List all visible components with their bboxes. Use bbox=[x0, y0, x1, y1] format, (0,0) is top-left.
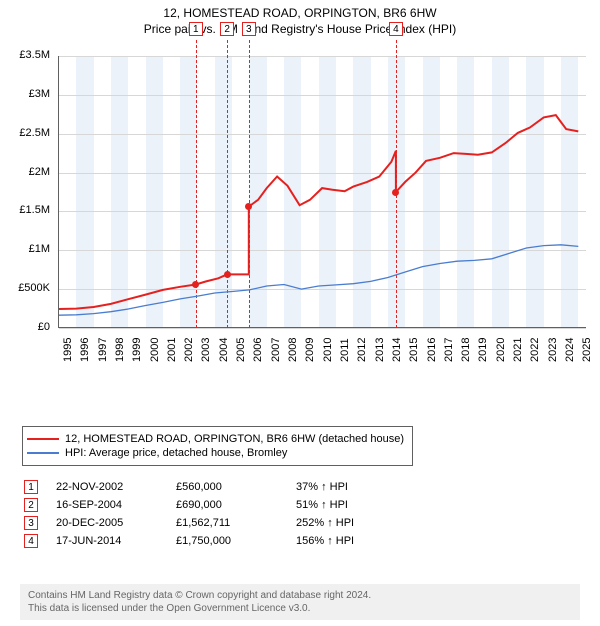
x-axis-label: 2007 bbox=[270, 338, 282, 362]
transaction-price: £1,562,711 bbox=[176, 517, 296, 529]
transaction-marker: 2 bbox=[24, 498, 38, 512]
plot-region: 1234 bbox=[58, 56, 586, 328]
marker-label: 1 bbox=[189, 22, 203, 36]
footer-line-1: Contains HM Land Registry data © Crown c… bbox=[28, 589, 572, 602]
marker-label: 4 bbox=[389, 22, 403, 36]
x-axis-label: 2006 bbox=[252, 338, 264, 362]
transaction-price: £1,750,000 bbox=[176, 535, 296, 547]
x-axis-label: 2003 bbox=[200, 338, 212, 362]
y-axis-label: £1M bbox=[8, 243, 50, 255]
chart-area: 1234 £0 £500K £1M £1.5M £2M £2.5M £3M £3.5M 1995… bbox=[8, 52, 592, 372]
legend-item: 12, HOMESTEAD ROAD, ORPINGTON, BR6 6HW (… bbox=[27, 433, 404, 445]
transaction-pct: 156% ↑ HPI bbox=[296, 535, 416, 547]
table-row: 4 17-JUN-2014£1,750,000156% ↑ HPI bbox=[24, 532, 580, 550]
y-axis-label: £3.5M bbox=[8, 49, 50, 61]
legend-label: 12, HOMESTEAD ROAD, ORPINGTON, BR6 6HW (… bbox=[65, 433, 404, 445]
table-row: 3 20-DEC-2005£1,562,711252% ↑ HPI bbox=[24, 514, 580, 532]
page-subtitle: Price paid vs. HM Land Registry's House … bbox=[0, 22, 600, 36]
x-axis-label: 2005 bbox=[235, 338, 247, 362]
x-axis-label: 2008 bbox=[287, 338, 299, 362]
x-axis-label: 2019 bbox=[477, 338, 489, 362]
x-axis-label: 2017 bbox=[443, 338, 455, 362]
transaction-pct: 252% ↑ HPI bbox=[296, 517, 416, 529]
legend-label: HPI: Average price, detached house, Brom… bbox=[65, 447, 287, 459]
x-axis-label: 2009 bbox=[304, 338, 316, 362]
x-axis-label: 2016 bbox=[426, 338, 438, 362]
table-row: 2 16-SEP-2004£690,00051% ↑ HPI bbox=[24, 496, 580, 514]
series-line bbox=[59, 115, 578, 309]
transaction-date: 16-SEP-2004 bbox=[56, 499, 176, 511]
x-axis-label: 2004 bbox=[218, 338, 230, 362]
x-axis-label: 2022 bbox=[529, 338, 541, 362]
legend-swatch bbox=[27, 438, 59, 440]
transaction-marker: 1 bbox=[24, 480, 38, 494]
transaction-date: 17-JUN-2014 bbox=[56, 535, 176, 547]
x-axis-label: 1998 bbox=[114, 338, 126, 362]
x-axis-label: 2002 bbox=[183, 338, 195, 362]
y-axis-label: £2M bbox=[8, 166, 50, 178]
x-axis-label: 2013 bbox=[374, 338, 386, 362]
series-svg bbox=[59, 56, 587, 328]
legend-box: 12, HOMESTEAD ROAD, ORPINGTON, BR6 6HW (… bbox=[22, 426, 413, 466]
marker-label: 2 bbox=[220, 22, 234, 36]
y-axis-label: £500K bbox=[8, 282, 50, 294]
transaction-price: £690,000 bbox=[176, 499, 296, 511]
x-axis-label: 2021 bbox=[512, 338, 524, 362]
x-axis-label: 2018 bbox=[460, 338, 472, 362]
transaction-date: 20-DEC-2005 bbox=[56, 517, 176, 529]
x-axis-label: 2010 bbox=[322, 338, 334, 362]
footer-attribution: Contains HM Land Registry data © Crown c… bbox=[20, 584, 580, 620]
y-axis-label: £2.5M bbox=[8, 127, 50, 139]
sale-point bbox=[224, 271, 231, 278]
x-axis-label: 2023 bbox=[547, 338, 559, 362]
y-axis-label: £3M bbox=[8, 88, 50, 100]
transaction-marker: 3 bbox=[24, 516, 38, 530]
transactions-table: 1 22-NOV-2002£560,00037% ↑ HPI 2 16-SEP-200… bbox=[22, 476, 582, 552]
x-axis-label: 1999 bbox=[131, 338, 143, 362]
y-axis-label: £1.5M bbox=[8, 204, 50, 216]
transaction-pct: 51% ↑ HPI bbox=[296, 499, 416, 511]
marker-label: 3 bbox=[242, 22, 256, 36]
footer-line-2: This data is licensed under the Open Gov… bbox=[28, 602, 572, 615]
x-axis-label: 2000 bbox=[149, 338, 161, 362]
sale-point bbox=[392, 189, 399, 196]
series-line bbox=[59, 245, 578, 315]
legend-item: HPI: Average price, detached house, Brom… bbox=[27, 447, 404, 459]
x-axis-label: 1997 bbox=[97, 338, 109, 362]
page-title: 12, HOMESTEAD ROAD, ORPINGTON, BR6 6HW bbox=[0, 6, 600, 20]
x-axis-label: 2020 bbox=[495, 338, 507, 362]
x-axis-label: 2024 bbox=[564, 338, 576, 362]
x-axis-label: 1996 bbox=[79, 338, 91, 362]
x-axis-label: 2001 bbox=[166, 338, 178, 362]
transaction-pct: 37% ↑ HPI bbox=[296, 481, 416, 493]
table-row: 1 22-NOV-2002£560,00037% ↑ HPI bbox=[24, 478, 580, 496]
transaction-price: £560,000 bbox=[176, 481, 296, 493]
gridline bbox=[59, 328, 586, 329]
transaction-marker: 4 bbox=[24, 534, 38, 548]
y-axis-label: £0 bbox=[8, 321, 50, 333]
x-axis-label: 2015 bbox=[408, 338, 420, 362]
transaction-date: 22-NOV-2002 bbox=[56, 481, 176, 493]
x-axis-label: 2025 bbox=[581, 338, 593, 362]
x-axis-label: 1995 bbox=[62, 338, 74, 362]
legend-swatch bbox=[27, 452, 59, 454]
x-axis-label: 2011 bbox=[339, 338, 351, 362]
x-axis-label: 2012 bbox=[356, 338, 368, 362]
x-axis-label: 2014 bbox=[391, 338, 403, 362]
